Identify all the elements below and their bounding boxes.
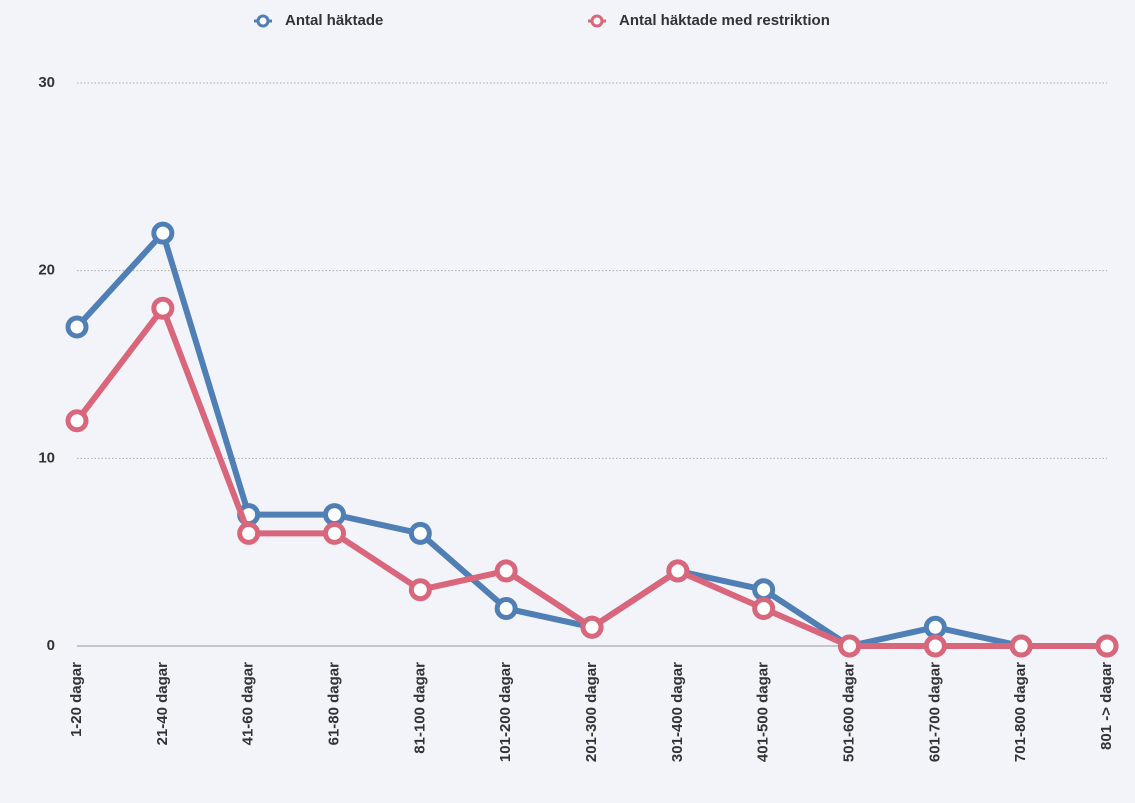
x-tick-label: 301-400 dagar — [669, 662, 686, 762]
point — [923, 634, 947, 658]
point — [1095, 634, 1119, 658]
point — [580, 615, 604, 639]
x-tick-label: 101-200 dagar — [497, 662, 514, 762]
x-tick-label: 501-600 dagar — [840, 662, 857, 762]
point — [838, 634, 861, 658]
point — [323, 503, 346, 527]
point — [151, 221, 175, 245]
point — [65, 315, 89, 339]
legend-label: Antal häktade med restriktion — [619, 12, 830, 29]
point — [408, 521, 432, 545]
legend-marker — [256, 14, 270, 28]
x-tick-label: 801 -> dagar — [1098, 662, 1115, 750]
line — [74, 230, 1107, 649]
point — [494, 596, 518, 620]
x-tick-label: 401-500 dagar — [755, 662, 772, 762]
x-tick-label: 21-40 dagar — [154, 662, 171, 746]
x-tick-label: 41-60 dagar — [240, 662, 257, 746]
x-tick-label: 81-100 dagar — [411, 662, 428, 754]
x-tick-label: 61-80 dagar — [325, 662, 342, 746]
point — [666, 559, 690, 583]
x-tick-label: 601-700 dagar — [926, 662, 943, 762]
point — [237, 521, 261, 545]
legend-label: Antal häktade — [285, 12, 383, 29]
point — [323, 521, 346, 545]
point — [1009, 634, 1033, 658]
point — [408, 578, 432, 602]
x-tick-label: 701-800 dagar — [1012, 662, 1029, 762]
point — [752, 596, 776, 620]
y-tick-label: 30 — [38, 74, 55, 91]
x-tick-label: 201-300 dagar — [583, 662, 600, 762]
point — [752, 578, 776, 602]
y-tick-label: 10 — [38, 449, 55, 466]
y-tick-label: 0 — [47, 637, 55, 654]
point — [923, 615, 947, 639]
line — [74, 305, 1107, 649]
x-tick-label: 1-20 dagar — [68, 662, 85, 737]
legend-marker — [590, 14, 604, 28]
y-tick-label: 20 — [38, 262, 55, 279]
point — [494, 559, 518, 583]
point — [65, 409, 89, 433]
point — [151, 296, 175, 320]
